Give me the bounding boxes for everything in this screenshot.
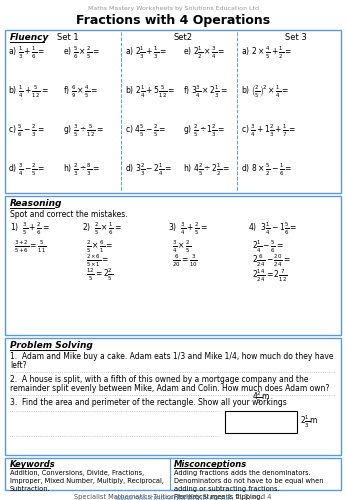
Text: c) $\frac{5}{6}-\frac{2}{3}=$: c) $\frac{5}{6}-\frac{2}{3}=$ xyxy=(8,123,45,139)
Text: left?: left? xyxy=(10,361,27,370)
Text: $2\frac{1}{3}$m: $2\frac{1}{3}$m xyxy=(300,414,318,430)
Text: a) $2\times\frac{4}{5}+\frac{1}{2}=$: a) $2\times\frac{4}{5}+\frac{1}{2}=$ xyxy=(241,45,292,61)
Text: d) $3\frac{2}{3}-2\frac{1}{4}=$: d) $3\frac{2}{3}-2\frac{1}{4}=$ xyxy=(125,162,172,178)
Text: Addition, Conversions, Divide, Fractions,
Improper, Mixed Number, Multiply, Reci: Addition, Conversions, Divide, Fractions… xyxy=(10,470,164,492)
Text: c) $\frac{3}{4}+1\frac{2}{3}+\frac{1}{7}=$: c) $\frac{3}{4}+1\frac{2}{3}+\frac{1}{7}… xyxy=(241,123,296,139)
Text: Keywords: Keywords xyxy=(10,460,56,469)
Text: b) $\left(\frac{2}{5}\right)^{2}\times\frac{1}{4}=$: b) $\left(\frac{2}{5}\right)^{2}\times\f… xyxy=(241,84,289,100)
Text: Misconceptions: Misconceptions xyxy=(174,460,247,469)
Text: $\frac{6}{20}=\frac{3}{10}$: $\frac{6}{20}=\frac{3}{10}$ xyxy=(172,253,198,269)
Text: g) $\frac{2}{5}\div1\frac{2}{3}=$: g) $\frac{2}{5}\div1\frac{2}{3}=$ xyxy=(183,123,225,139)
Text: remainder split evenly between Mike, Adam and Colin. How much does Adam own?: remainder split evenly between Mike, Ada… xyxy=(10,384,329,393)
Text: 2)  $\frac{2}{5}\times\frac{1}{6}=$: 2) $\frac{2}{5}\times\frac{1}{6}=$ xyxy=(82,221,122,237)
Text: d) $\frac{3}{4}-\frac{2}{5}=$: d) $\frac{3}{4}-\frac{2}{5}=$ xyxy=(8,162,45,178)
Text: Problem Solving: Problem Solving xyxy=(10,341,93,350)
Text: Set 3: Set 3 xyxy=(285,33,307,42)
Text: $\frac{2\times6}{5\times1}=$: $\frac{2\times6}{5\times1}=$ xyxy=(86,253,109,269)
Bar xyxy=(5,338,341,455)
Text: $\frac{3+2}{5+6}=\frac{5}{11}$: $\frac{3+2}{5+6}=\frac{5}{11}$ xyxy=(14,239,46,255)
Bar xyxy=(5,196,341,335)
Text: 2.  A house is split, with a fifth of this owned by a mortgage company and the: 2. A house is split, with a fifth of thi… xyxy=(10,375,309,384)
Text: f) $\frac{6}{9}\times\frac{4}{5}=$: f) $\frac{6}{9}\times\frac{4}{5}=$ xyxy=(63,84,98,100)
Text: $2\frac{6}{24}-\frac{20}{24}=$: $2\frac{6}{24}-\frac{20}{24}=$ xyxy=(252,253,291,269)
Text: Set2: Set2 xyxy=(173,33,192,42)
Bar xyxy=(225,411,297,433)
Text: e) $\frac{5}{6}\times\frac{2}{5}=$: e) $\frac{5}{6}\times\frac{2}{5}=$ xyxy=(63,45,100,61)
Text: Specialist Mathematics Tuition for Key Stages 1, 2, 3, and 4: Specialist Mathematics Tuition for Key S… xyxy=(74,494,272,500)
Text: 3)  $\frac{3}{4}+\frac{2}{5}=$: 3) $\frac{3}{4}+\frac{2}{5}=$ xyxy=(168,221,208,237)
Text: 4)  $3\frac{1}{4}-1\frac{5}{6}=$: 4) $3\frac{1}{4}-1\frac{5}{6}=$ xyxy=(248,221,298,237)
Text: $4\frac{2}{5}$m: $4\frac{2}{5}$m xyxy=(252,390,270,406)
Text: h) $4\frac{2}{5}\div2\frac{1}{2}=$: h) $4\frac{2}{5}\div2\frac{1}{2}=$ xyxy=(183,162,230,178)
Text: Fractions with 4 Operations: Fractions with 4 Operations xyxy=(76,14,270,27)
Text: Spot and correct the mistakes.: Spot and correct the mistakes. xyxy=(10,210,128,219)
Text: $2\frac{14}{24}=2\frac{7}{12}$: $2\frac{14}{24}=2\frac{7}{12}$ xyxy=(252,268,288,284)
Bar xyxy=(5,458,341,490)
Text: $\frac{2}{5}\times\frac{6}{1}=$: $\frac{2}{5}\times\frac{6}{1}=$ xyxy=(86,239,113,255)
Text: Reasoning: Reasoning xyxy=(10,199,63,208)
Text: c) $4\frac{5}{5}-\frac{2}{5}=$: c) $4\frac{5}{5}-\frac{2}{5}=$ xyxy=(125,123,166,139)
Text: d) $8\times\frac{5}{2}-\frac{1}{6}=$: d) $8\times\frac{5}{2}-\frac{1}{6}=$ xyxy=(241,162,293,178)
Text: Maths Mastery Worksheets by Solutions Education Ltd: Maths Mastery Worksheets by Solutions Ed… xyxy=(88,6,258,11)
Text: f) $3\frac{3}{4}\times2\frac{1}{3}=$: f) $3\frac{3}{4}\times2\frac{1}{3}=$ xyxy=(183,84,228,100)
Text: www.solutionseducation.co.uk: www.solutionseducation.co.uk xyxy=(115,494,231,500)
Text: e) $2\frac{1}{2}\times\frac{3}{4}=$: e) $2\frac{1}{2}\times\frac{3}{4}=$ xyxy=(183,45,225,61)
Text: 1.  Adam and Mike buy a cake. Adam eats 1/3 and Mike 1/4, how much do they have: 1. Adam and Mike buy a cake. Adam eats 1… xyxy=(10,352,334,361)
Text: 1)  $\frac{3}{5}+\frac{2}{6}=$: 1) $\frac{3}{5}+\frac{2}{6}=$ xyxy=(10,221,50,237)
Text: b) $\frac{1}{4}+\frac{5}{12}=$: b) $\frac{1}{4}+\frac{5}{12}=$ xyxy=(8,84,49,100)
Text: Fluency: Fluency xyxy=(10,33,49,42)
Text: b) $2\frac{1}{4}+5\frac{5}{12}=$: b) $2\frac{1}{4}+5\frac{5}{12}=$ xyxy=(125,84,175,100)
Text: h) $\frac{2}{3}\div\frac{8}{3}=$: h) $\frac{2}{3}\div\frac{8}{3}=$ xyxy=(63,162,100,178)
Text: $\frac{3}{4}\times\frac{2}{5}$: $\frac{3}{4}\times\frac{2}{5}$ xyxy=(172,239,191,255)
Text: 3.  Find the area and perimeter of the rectangle. Show all your workings: 3. Find the area and perimeter of the re… xyxy=(10,398,287,407)
Bar xyxy=(5,30,341,193)
Text: g) $\frac{3}{5}\div\frac{5}{12}=$: g) $\frac{3}{5}\div\frac{5}{12}=$ xyxy=(63,123,104,139)
Text: Adding fractions adds the denominators.
Denominators do not have to be equal whe: Adding fractions adds the denominators. … xyxy=(174,470,324,500)
Text: $2\frac{1}{4}-\frac{5}{6}=$: $2\frac{1}{4}-\frac{5}{6}=$ xyxy=(252,239,284,255)
Text: Set 1: Set 1 xyxy=(57,33,79,42)
Text: a) $\frac{1}{3}+\frac{1}{6}=$: a) $\frac{1}{3}+\frac{1}{6}=$ xyxy=(8,45,45,61)
Text: a) $2\frac{1}{3}+\frac{1}{3}=$: a) $2\frac{1}{3}+\frac{1}{3}=$ xyxy=(125,45,167,61)
Text: $\frac{12}{5}=2\frac{2}{5}$: $\frac{12}{5}=2\frac{2}{5}$ xyxy=(86,267,113,283)
